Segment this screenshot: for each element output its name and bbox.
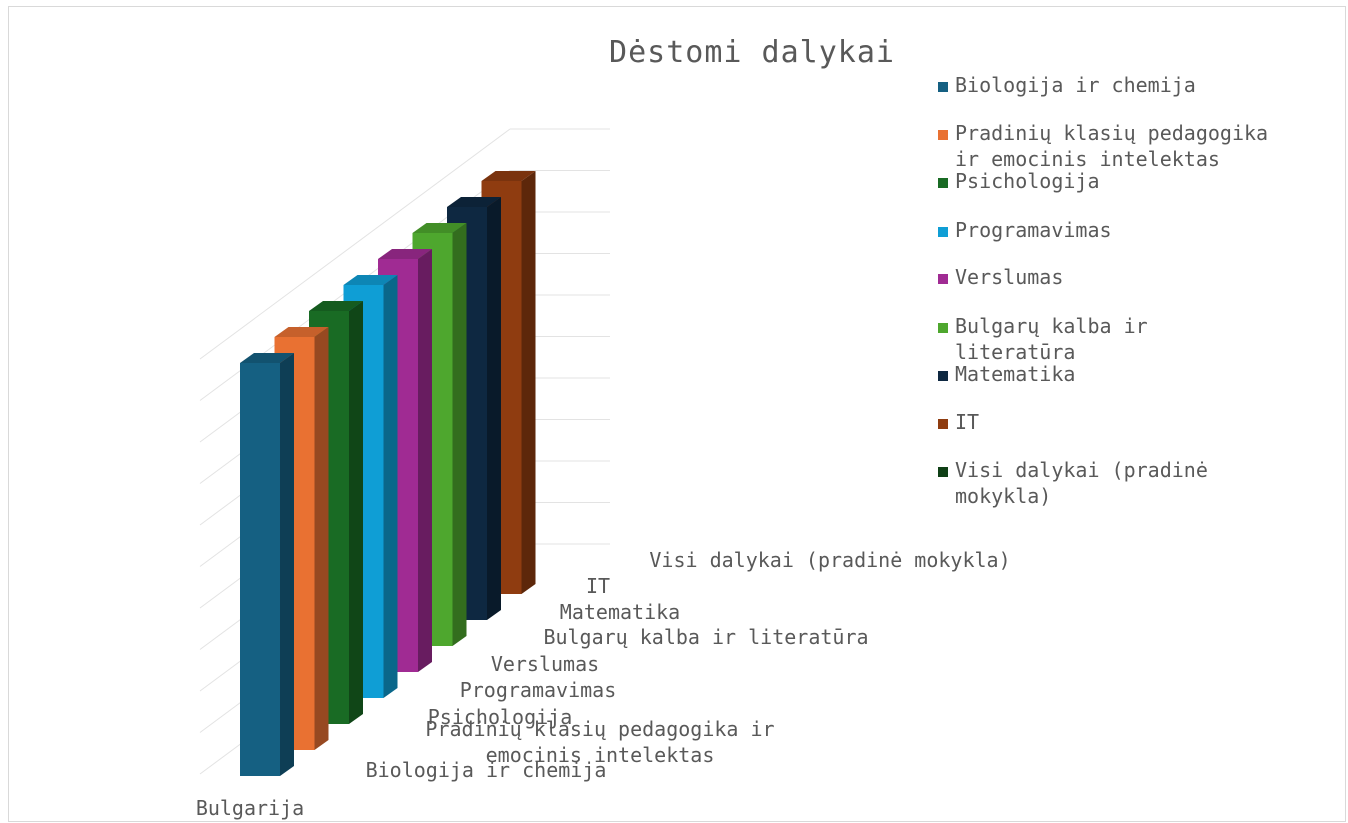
legend-item: Psichologija	[938, 169, 1100, 193]
legend-item: Pradinių klasių pedagogika ir emocinis in…	[938, 121, 1268, 171]
series-axis-label: Verslumas	[491, 652, 599, 676]
legend-label: Verslumas	[955, 265, 1063, 289]
bar-side	[349, 301, 363, 724]
bar-top	[309, 301, 363, 311]
bar-side	[383, 275, 398, 698]
legend-swatch	[938, 82, 948, 92]
legend-label: Programavimas	[955, 218, 1112, 242]
bar-1	[240, 353, 294, 776]
bar-side	[521, 171, 536, 594]
series-axis-label: Visi dalykai (pradinė mokykla)	[649, 548, 1010, 572]
bar-top	[481, 171, 536, 181]
legend-swatch	[938, 371, 948, 381]
legend-item: Programavimas	[938, 218, 1112, 242]
bar-side	[314, 327, 329, 750]
bar-side	[418, 249, 432, 672]
legend-swatch	[938, 419, 948, 429]
legend-label: Visi dalykai (pradinė mokykla)	[955, 458, 1208, 508]
bar-top	[274, 327, 329, 337]
legend-item: IT	[938, 410, 979, 434]
bar-top	[412, 223, 467, 233]
legend: Biologija ir chemija Pradinių klasių peda…	[938, 73, 1268, 508]
legend-swatch	[938, 274, 948, 284]
bars	[240, 171, 536, 776]
legend-item: Matematika	[938, 362, 1075, 386]
legend-label: Pradinių klasių pedagogika ir emocinis in…	[955, 121, 1268, 171]
category-label: Bulgarija	[196, 796, 304, 820]
bar-top	[343, 275, 398, 285]
legend-swatch	[938, 323, 948, 333]
bar-top	[447, 197, 501, 207]
legend-swatch	[938, 178, 948, 188]
bar-side	[487, 197, 501, 620]
bar-side	[280, 353, 294, 776]
bar-side	[452, 223, 467, 646]
series-axis-label: Biologija ir chemija	[366, 758, 607, 782]
legend-label: Bulgarų kalba ir literatūra	[955, 314, 1148, 364]
series-axis-label: Matematika	[560, 600, 680, 624]
bar-top	[378, 249, 432, 259]
bar-top	[240, 353, 294, 363]
legend-item: Visi dalykai (pradinė mokykla)	[938, 458, 1208, 508]
chart-title: Dėstomi dalykai	[609, 35, 895, 70]
legend-label: Matematika	[955, 362, 1075, 386]
series-axis-label: Psichologija	[428, 705, 573, 729]
bar-front	[240, 363, 280, 776]
legend-label: IT	[955, 410, 979, 434]
legend-swatch	[938, 130, 948, 140]
legend-label: Psichologija	[955, 169, 1100, 193]
legend-item: Verslumas	[938, 265, 1063, 289]
gridline-side	[199, 128, 511, 360]
series-axis-label: IT	[586, 574, 610, 598]
chart-area	[8, 6, 1346, 822]
legend-label: Biologija ir chemija	[955, 73, 1196, 97]
legend-swatch	[938, 467, 948, 477]
legend-item: Biologija ir chemija	[938, 73, 1196, 97]
legend-swatch	[938, 227, 948, 237]
legend-item: Bulgarų kalba ir literatūra	[938, 314, 1148, 364]
series-axis-label: Bulgarų kalba ir literatūra	[543, 625, 868, 649]
series-axis-label: Programavimas	[460, 678, 617, 702]
series-axis-label: Pradinių klasių pedagogika ir emocinis in…	[425, 717, 774, 767]
